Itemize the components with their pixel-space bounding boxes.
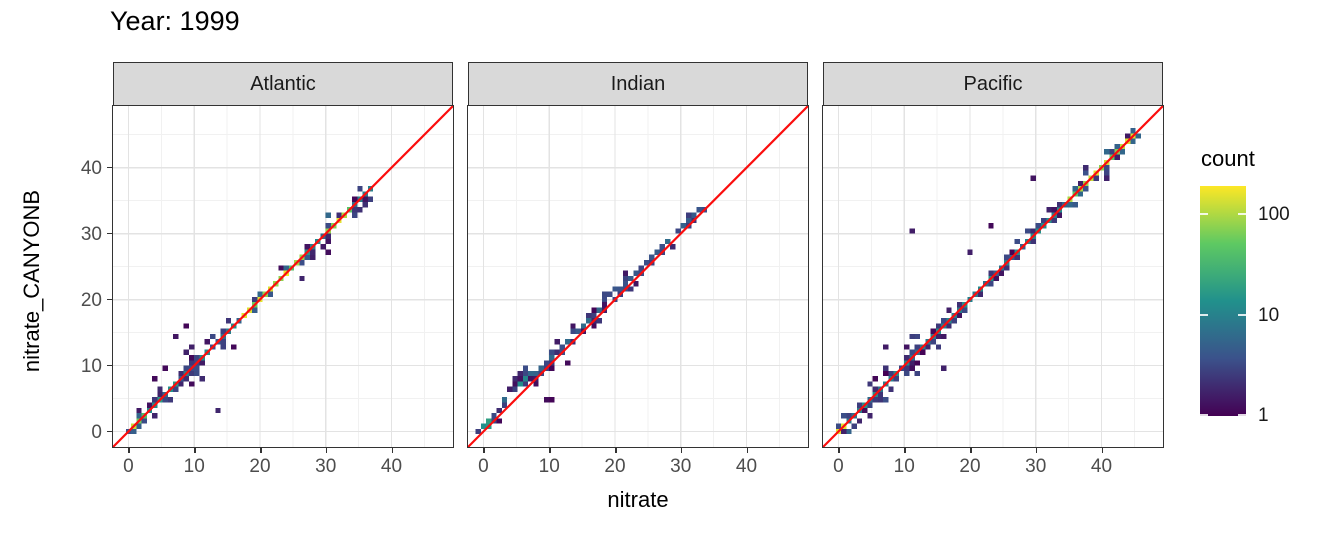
y-tick-label: 10	[80, 355, 102, 377]
y-tick-mark	[107, 298, 113, 301]
x-tick-label: 30	[1025, 456, 1047, 477]
x-tick-label: 20	[959, 456, 981, 477]
y-tick-mark	[107, 364, 113, 367]
x-tick-label: 20	[249, 456, 271, 477]
grid-major	[823, 106, 1163, 447]
colorbar-tick-label: 100	[1258, 203, 1290, 225]
grid-major	[113, 106, 453, 447]
y-tick-label: 20	[80, 289, 102, 311]
x-axis-title: nitrate	[607, 487, 669, 512]
x-tick-label: 0	[123, 456, 134, 477]
grid-minor	[468, 106, 808, 447]
y-tick-label: 0	[91, 421, 102, 443]
x-tick-label: 30	[315, 456, 337, 477]
y-tick-mark	[107, 430, 113, 433]
colorbar-tick-mark	[1238, 314, 1246, 317]
y-tick-mark	[107, 232, 113, 235]
x-tick-label: 40	[380, 456, 403, 477]
plot-title: Year: 1999	[110, 6, 240, 36]
x-tick-label: 0	[833, 456, 844, 477]
x-tick-label: 0	[478, 456, 489, 477]
x-tick-label: 10	[183, 456, 205, 477]
facet-strip-label: Pacific	[963, 72, 1023, 95]
colorbar-tick-mark	[1200, 414, 1208, 416]
colorbar-tick-mark	[1238, 414, 1246, 416]
y-tick-mark	[107, 166, 113, 169]
x-tick-label: 10	[893, 456, 915, 477]
facet-strip-label: Atlantic	[250, 72, 316, 95]
x-tick-mark	[1101, 448, 1104, 453]
colorbar-tick-mark	[1238, 213, 1246, 216]
y-tick-label: 30	[80, 223, 102, 245]
grid-major	[468, 106, 808, 447]
x-tick-mark	[838, 448, 841, 453]
x-tick-mark	[259, 448, 262, 453]
colorbar-tick-label: 10	[1258, 304, 1280, 326]
x-tick-mark	[325, 448, 328, 453]
x-tick-mark	[483, 448, 486, 453]
facet-strip-label: Indian	[610, 72, 666, 95]
colorbar-tick-label: 1	[1258, 404, 1269, 426]
x-tick-label: 40	[735, 456, 758, 477]
grid-minor	[823, 106, 1163, 447]
panel-indian	[467, 105, 809, 448]
facet-strip-pacific: Pacific	[823, 62, 1163, 106]
x-tick-mark	[746, 448, 749, 453]
x-tick-mark	[128, 448, 131, 453]
identity-line	[468, 106, 808, 447]
y-axis-title: nitrate_CANYONB	[19, 189, 44, 373]
x-tick-label: 10	[538, 456, 560, 477]
facet-strip-atlantic: Atlantic	[113, 62, 453, 106]
panel-atlantic	[112, 105, 454, 448]
x-tick-mark	[969, 448, 972, 453]
legend-title: count	[1201, 146, 1255, 171]
facet-strip-indian: Indian	[468, 62, 808, 106]
identity-line	[113, 106, 453, 447]
x-tick-label: 30	[670, 456, 692, 477]
colorbar-tick-mark	[1200, 314, 1208, 317]
colorbar-tick-mark	[1200, 213, 1208, 216]
x-tick-mark	[194, 448, 196, 453]
y-tick-label: 40	[80, 157, 102, 179]
x-tick-mark	[1035, 448, 1038, 453]
x-tick-mark	[904, 448, 906, 453]
x-tick-mark	[549, 448, 551, 453]
legend-colorbar	[1200, 186, 1246, 416]
x-tick-mark	[391, 448, 394, 453]
panel-pacific	[822, 105, 1164, 448]
x-tick-mark	[614, 448, 617, 453]
x-tick-mark	[680, 448, 683, 453]
x-tick-label: 40	[1090, 456, 1113, 477]
x-tick-label: 20	[604, 456, 626, 477]
identity-line	[823, 106, 1163, 447]
